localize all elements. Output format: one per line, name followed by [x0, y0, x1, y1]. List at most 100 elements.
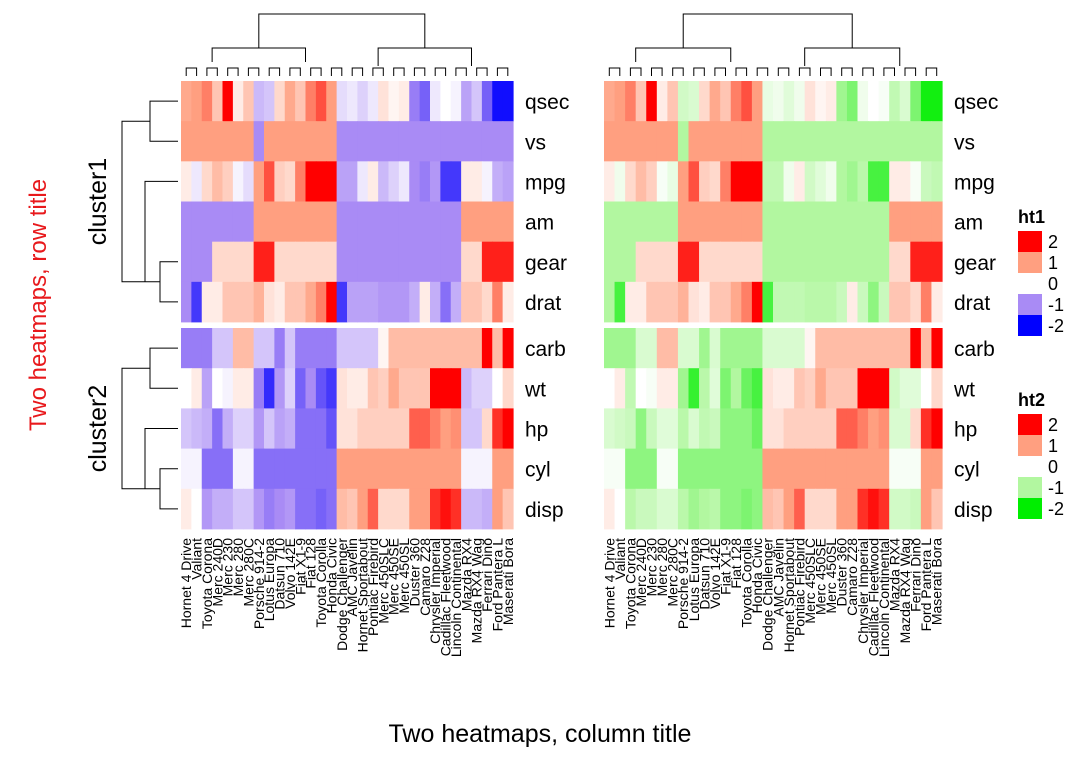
heat-cell — [667, 328, 679, 369]
heat-cell — [878, 408, 890, 449]
heat-cell — [295, 161, 307, 202]
heat-cell — [305, 121, 317, 162]
row-label: cyl — [954, 459, 980, 482]
heat-cell — [181, 201, 192, 243]
heat-cell — [502, 281, 514, 323]
heat-cell — [481, 328, 493, 369]
heat-cell — [836, 488, 848, 530]
heat-cell — [347, 241, 358, 283]
row-label: carb — [954, 338, 995, 361]
heat-cell — [305, 81, 317, 122]
heat-cell — [492, 121, 504, 162]
heat-cell — [243, 81, 255, 122]
heat-cell — [815, 281, 827, 323]
heat-cell — [181, 488, 192, 530]
column-label: Mazda RX4 Wag — [897, 538, 913, 643]
column-dendrogram — [258, 13, 426, 48]
heat-cell — [804, 408, 816, 449]
column-dendrogram — [682, 13, 853, 48]
heat-cell — [336, 161, 348, 202]
heat-cell — [347, 201, 358, 243]
heat-cell — [326, 408, 338, 449]
heat-cell — [232, 281, 244, 323]
heat-cell — [398, 161, 410, 202]
heat-cell — [471, 241, 483, 283]
heat-cell — [931, 241, 943, 283]
heat-cell — [315, 121, 327, 162]
heat-cell — [450, 281, 462, 323]
heat-cell — [635, 448, 647, 490]
heat-cell — [357, 281, 369, 323]
heat-cell — [357, 81, 369, 122]
heat-cell — [656, 121, 668, 162]
heat-cell — [201, 121, 213, 162]
heat-cell — [889, 81, 901, 122]
heat-cell — [492, 448, 504, 490]
heat-cell — [751, 241, 764, 283]
heat-cell — [388, 408, 400, 449]
column-dendrogram — [372, 67, 384, 76]
heat-cell — [378, 281, 390, 323]
heat-cell — [931, 368, 943, 409]
column-dendrogram — [651, 67, 663, 76]
heat-cell — [635, 408, 647, 449]
heat-cell — [264, 241, 275, 283]
heat-cell — [461, 121, 473, 162]
heat-cell — [295, 488, 307, 530]
heat-cell — [878, 81, 890, 122]
heat-cell — [868, 161, 880, 202]
heat-cell — [295, 81, 307, 122]
heat-cell — [709, 328, 721, 369]
heat-cell — [481, 448, 493, 490]
heat-cell — [243, 448, 255, 490]
heat-cell — [730, 448, 742, 490]
column-label: Ferrari Dino — [479, 538, 495, 612]
column-dendrogram — [904, 67, 917, 76]
heat-cell — [899, 328, 911, 369]
legend-label: 0 — [1048, 274, 1058, 294]
row-dendrogram — [149, 347, 178, 389]
heat-cell — [804, 328, 816, 369]
row-dendrogram — [121, 367, 160, 490]
heat-cell — [773, 281, 785, 323]
heat-cell — [604, 241, 616, 283]
heat-cell — [295, 201, 307, 243]
heat-cell — [419, 408, 431, 449]
heat-cell — [212, 161, 224, 202]
heat-cell — [889, 448, 901, 490]
heat-cell — [783, 161, 795, 202]
heat-cell — [253, 81, 265, 122]
heat-cell — [741, 448, 753, 490]
column-dendrogram — [247, 67, 260, 76]
heat-cell — [481, 368, 493, 409]
heat-cell — [910, 328, 922, 369]
column-label: Ford Pantera L — [489, 538, 505, 632]
heat-cell — [699, 448, 711, 490]
heat-cell — [347, 81, 358, 122]
heat-cell — [794, 488, 806, 530]
heat-cell — [920, 368, 933, 409]
heat-cell — [222, 81, 234, 122]
heat-cell — [378, 448, 390, 490]
heat-cell — [889, 488, 901, 530]
heat-cell — [461, 448, 473, 490]
heat-cell — [409, 368, 421, 409]
heat-cell — [367, 281, 379, 323]
column-label: Cadillac Fleetwood — [438, 538, 454, 656]
heat-cell — [783, 281, 795, 323]
legend-swatch — [1018, 294, 1042, 315]
heat-cell — [284, 121, 296, 162]
column-label: Mazda RX4 Wag — [469, 538, 485, 643]
cluster-title: cluster2 — [84, 385, 112, 473]
heat-cell — [388, 448, 400, 490]
heat-cell — [357, 121, 369, 162]
heat-cell — [326, 241, 338, 283]
heat-cell — [635, 328, 647, 369]
legend-label: 2 — [1048, 415, 1058, 435]
column-label: Pontiac Firebird — [365, 538, 381, 636]
heat-cell — [889, 121, 901, 162]
heat-cell — [667, 121, 679, 162]
legend-title: ht1 — [1018, 207, 1045, 227]
heat-cell — [646, 201, 658, 243]
heat-cell — [688, 328, 700, 369]
